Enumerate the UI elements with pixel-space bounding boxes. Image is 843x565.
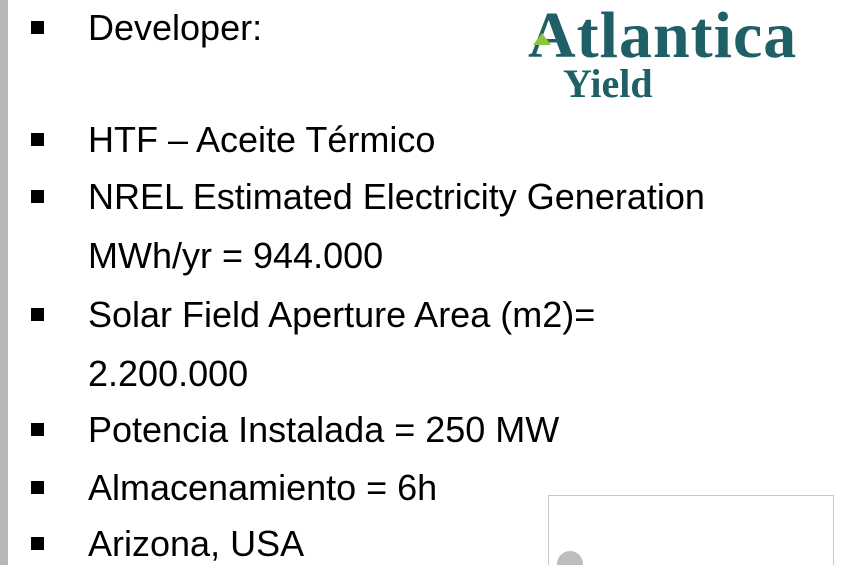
bullet [31,21,44,34]
bullet [31,308,44,321]
logo-name: Atlantica [528,0,798,72]
bullet-text: NREL Estimated Electricity Generation [88,176,705,217]
bullet-text: Almacenamiento = 6h [88,467,438,508]
bullet-text: Potencia Instalada = 250 MW [88,409,560,450]
bullet-text: Developer: [88,7,263,48]
bullet-text: Solar Field Aperture Area (m2)= [88,294,596,335]
bullet-text: Arizona, USA [88,523,305,564]
photo-detail [557,551,583,565]
photo [548,495,834,565]
bullet [31,537,44,550]
bullet [31,190,44,203]
bullet-text: MWh/yr = 944.000 [88,235,384,276]
bullet [31,481,44,494]
bullet [31,423,44,436]
bullet-text: 2.200.000 [88,353,249,394]
logo-accent [533,33,551,45]
bullet [31,133,44,146]
bullet-text: HTF – Aceite Térmico [88,119,436,160]
logo-sub: Yield [563,61,653,106]
side-bar [0,0,8,565]
